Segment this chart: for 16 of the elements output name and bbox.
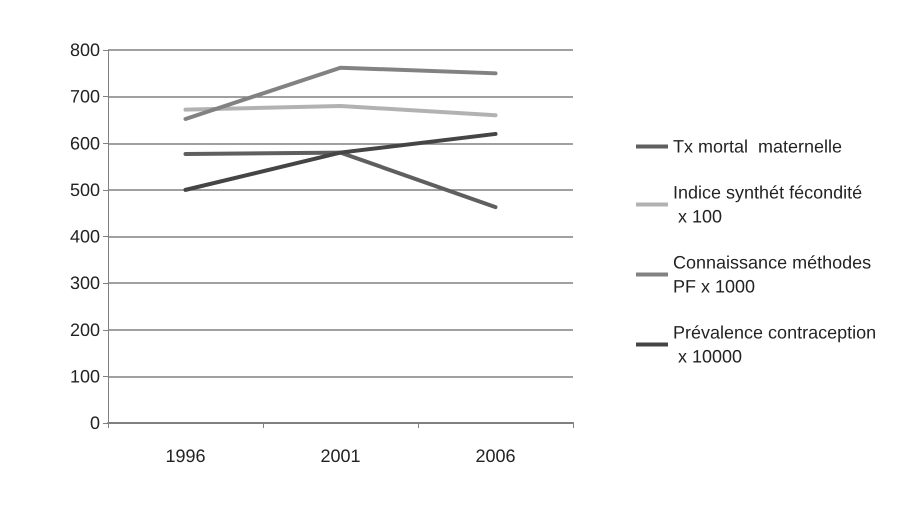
- legend-label: Tx mortal maternelle: [673, 136, 842, 156]
- y-tick-label: 400: [70, 226, 100, 246]
- legend-label: Prévalence contraception x 10000: [673, 322, 876, 366]
- x-tick-label: 2006: [475, 446, 516, 466]
- y-tick-label: 600: [70, 133, 100, 154]
- y-tick-label: 0: [90, 413, 100, 433]
- x-tick-label: 1996: [165, 446, 206, 466]
- y-tick-label: 300: [70, 273, 100, 294]
- y-tick-label: 700: [70, 86, 100, 107]
- y-tick-label: 200: [70, 320, 100, 340]
- legend-label: Connaissance méthodes PF x 1000: [673, 252, 876, 296]
- legend-label: Indice synthét fécondité x 100: [673, 182, 862, 226]
- y-tick-label: 800: [70, 40, 100, 60]
- y-tick-label: 100: [70, 366, 100, 386]
- x-tick-label: 2001: [320, 446, 361, 466]
- y-tick-label: 500: [70, 180, 100, 200]
